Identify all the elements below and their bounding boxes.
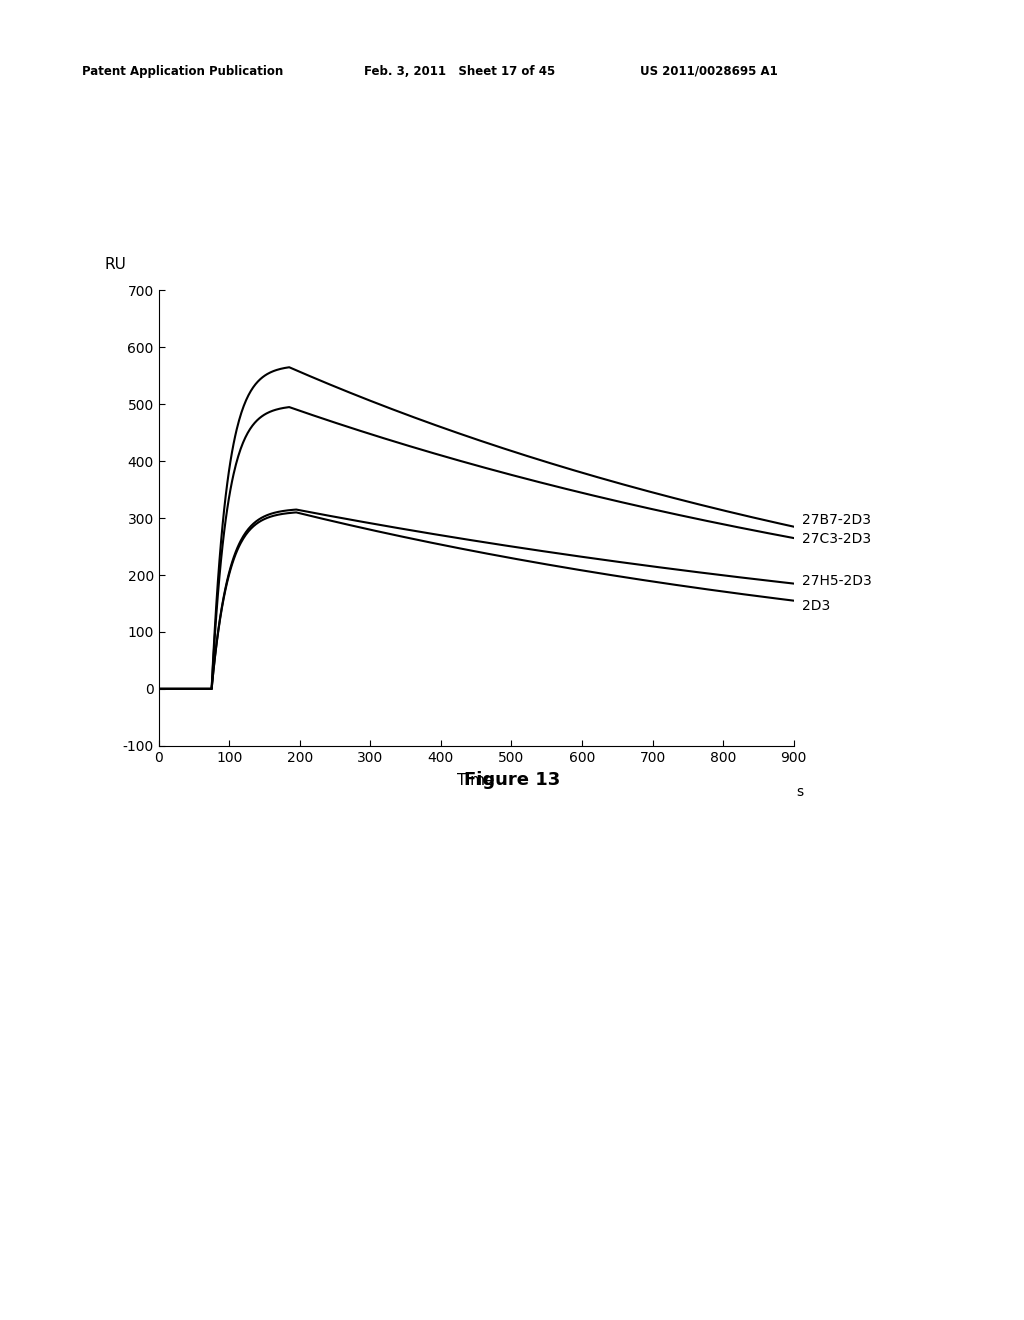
Text: Figure 13: Figure 13 <box>464 771 560 789</box>
Text: US 2011/0028695 A1: US 2011/0028695 A1 <box>640 65 778 78</box>
Text: 2D3: 2D3 <box>802 599 830 614</box>
Text: s: s <box>797 784 804 799</box>
Text: Feb. 3, 2011   Sheet 17 of 45: Feb. 3, 2011 Sheet 17 of 45 <box>364 65 555 78</box>
Text: Patent Application Publication: Patent Application Publication <box>82 65 284 78</box>
Text: RU: RU <box>104 257 127 272</box>
Text: 27C3-2D3: 27C3-2D3 <box>802 532 871 546</box>
X-axis label: Time: Time <box>458 774 495 788</box>
Text: 27H5-2D3: 27H5-2D3 <box>802 574 871 587</box>
Text: 27B7-2D3: 27B7-2D3 <box>802 512 871 527</box>
